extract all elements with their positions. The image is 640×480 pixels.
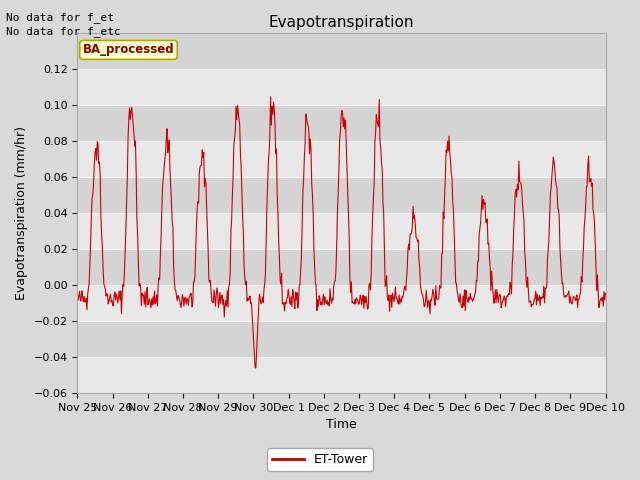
- Bar: [77, 177, 605, 213]
- Y-axis label: Evapotranspiration (mm/hr): Evapotranspiration (mm/hr): [15, 126, 28, 300]
- Title: Evapotranspiration: Evapotranspiration: [269, 15, 414, 30]
- Bar: [77, 105, 605, 141]
- Bar: [77, 357, 605, 393]
- Text: No data for f_etc: No data for f_etc: [6, 26, 121, 37]
- Bar: [77, 249, 605, 285]
- Text: No data for f_et: No data for f_et: [6, 12, 115, 23]
- Bar: [77, 213, 605, 249]
- X-axis label: Time: Time: [326, 419, 357, 432]
- Text: BA_processed: BA_processed: [83, 43, 174, 56]
- Bar: [77, 321, 605, 357]
- Bar: [77, 285, 605, 321]
- Bar: [77, 69, 605, 105]
- Legend: ET-Tower: ET-Tower: [268, 448, 372, 471]
- Bar: [77, 141, 605, 177]
